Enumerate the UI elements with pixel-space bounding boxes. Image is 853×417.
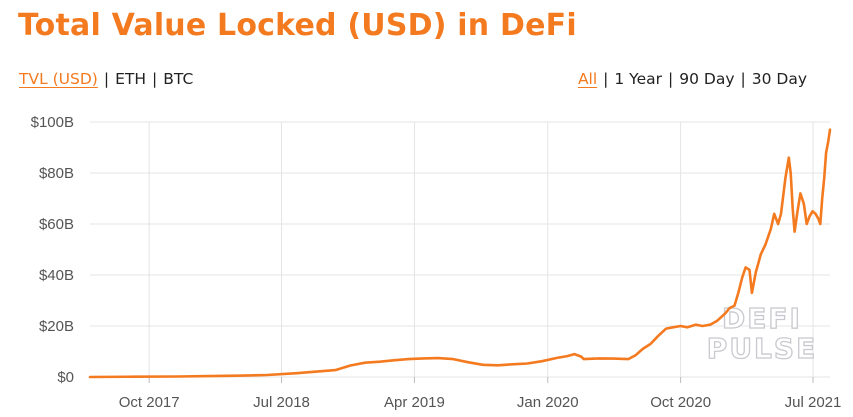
- x-tick-label: Jul 2021: [785, 394, 842, 411]
- tab-eth[interactable]: ETH: [115, 70, 147, 88]
- range-tabs: All | 1 Year | 90 Day | 30 Day: [578, 70, 807, 88]
- tab-separator: |: [603, 70, 609, 88]
- tvl-series-line: [88, 128, 832, 379]
- series-layer: [88, 128, 832, 379]
- tab-range-1-year[interactable]: 1 Year: [614, 70, 662, 88]
- y-tick-label: $60B: [39, 216, 74, 233]
- x-tick-label: Jan 2020: [517, 394, 579, 411]
- tab-tvl-usd[interactable]: TVL (USD): [19, 70, 98, 88]
- page-title: Total Value Locked (USD) in DeFi: [18, 8, 577, 43]
- y-tick-label: $40B: [39, 267, 74, 284]
- tab-separator: |: [668, 70, 674, 88]
- y-tick-label: $0: [57, 369, 74, 386]
- y-axis-ticks: $0 $20B $40B $60B $80B $100B: [31, 114, 74, 386]
- watermark-line-1: DEFI: [722, 302, 802, 335]
- tab-range-all[interactable]: All: [577, 70, 598, 88]
- tab-separator: |: [103, 70, 110, 88]
- x-tick-label: Oct 2017: [119, 394, 180, 411]
- watermark-line-2: PULSE: [707, 332, 817, 365]
- y-tick-label: $20B: [39, 318, 74, 335]
- tab-range-90-day[interactable]: 90 Day: [679, 70, 735, 88]
- x-tick-label: Jul 2018: [253, 394, 310, 411]
- x-tick-label: Oct 2020: [650, 394, 711, 411]
- tab-separator: |: [740, 70, 746, 88]
- y-tick-label: $80B: [39, 165, 74, 182]
- tab-btc[interactable]: BTC: [163, 70, 194, 88]
- x-axis-ticks: Oct 2017 Jul 2018 Apr 2019 Jan 2020 Oct 2020…: [119, 394, 842, 411]
- x-tick-label: Apr 2019: [384, 394, 445, 411]
- y-tick-label: $100B: [31, 114, 74, 131]
- tab-separator: |: [152, 70, 158, 88]
- metric-tabs: TVL (USD) | ETH | BTC: [19, 70, 193, 88]
- defi-pulse-watermark: DEFI PULSE: [706, 301, 817, 365]
- tab-range-30-day[interactable]: 30 Day: [751, 70, 807, 88]
